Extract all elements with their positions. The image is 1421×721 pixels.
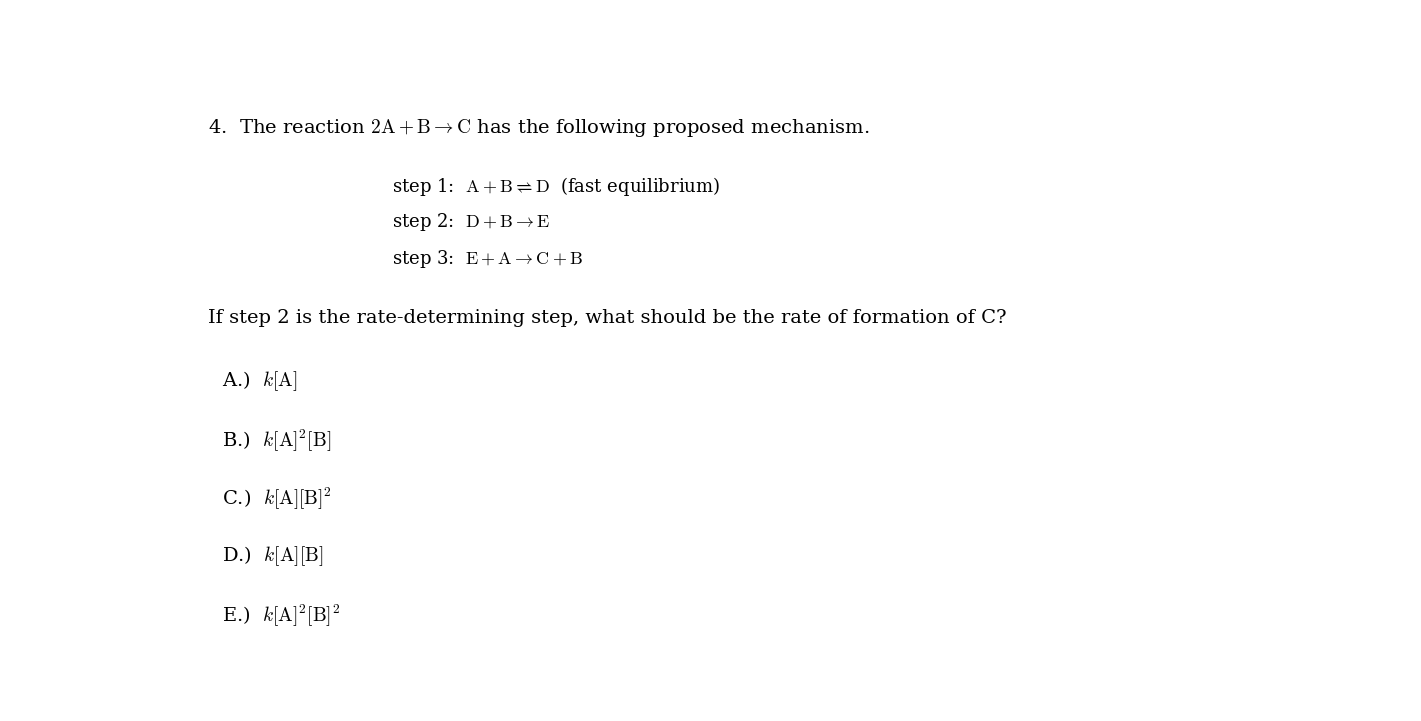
Text: If step 2 is the rate-determining step, what should be the rate of formation of : If step 2 is the rate-determining step, … [209, 309, 1007, 327]
Text: B.)  $k[\mathrm{A}]^2[\mathrm{B}]$: B.) $k[\mathrm{A}]^2[\mathrm{B}]$ [222, 428, 331, 454]
Text: 4.  The reaction $2\mathrm{A} + \mathrm{B} \rightarrow \mathrm{C}$ has the follo: 4. The reaction $2\mathrm{A} + \mathrm{B… [209, 117, 870, 139]
Text: C.)  $k[\mathrm{A}][\mathrm{B}]^2$: C.) $k[\mathrm{A}][\mathrm{B}]^2$ [222, 486, 331, 512]
Text: D.)  $k[\mathrm{A}][\mathrm{B}]$: D.) $k[\mathrm{A}][\mathrm{B}]$ [222, 544, 323, 568]
Text: step 3:  $\mathrm{E} + \mathrm{A} \rightarrow \mathrm{C} + \mathrm{B}$: step 3: $\mathrm{E} + \mathrm{A} \righta… [392, 247, 584, 270]
Text: E.)  $k[\mathrm{A}]^2[\mathrm{B}]^2$: E.) $k[\mathrm{A}]^2[\mathrm{B}]^2$ [222, 603, 340, 629]
Text: A.)  $k[\mathrm{A}]$: A.) $k[\mathrm{A}]$ [222, 370, 297, 394]
Text: step 1:  $\mathrm{A} + \mathrm{B} \rightleftharpoons \mathrm{D}$  (fast equilibr: step 1: $\mathrm{A} + \mathrm{B} \rightl… [392, 175, 720, 198]
Text: step 2:  $\mathrm{D} + \mathrm{B} \rightarrow \mathrm{E}$: step 2: $\mathrm{D} + \mathrm{B} \righta… [392, 211, 551, 234]
